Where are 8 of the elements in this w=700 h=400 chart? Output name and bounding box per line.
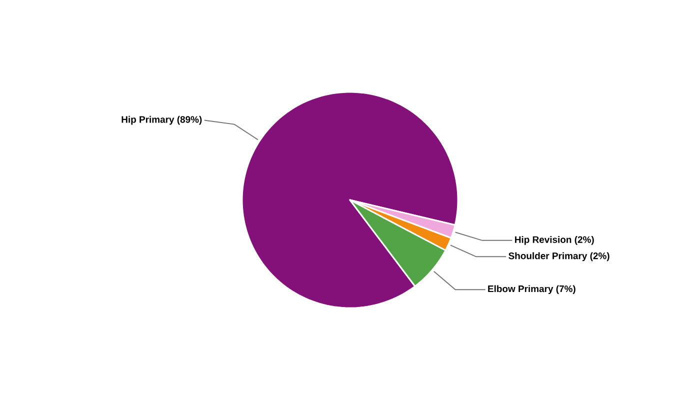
- data-label: (2%): [590, 252, 610, 262]
- data-label: (89%): [177, 116, 202, 125]
- slice-label: Hip Primary: [122, 116, 174, 125]
- slice-label: Shoulder Primary: [508, 252, 588, 262]
- data-label: (7%): [556, 285, 576, 294]
- slice-label: Elbow Primary: [488, 285, 554, 294]
- data-label: (2%): [574, 236, 594, 245]
- slice-label: Hip Revision: [515, 236, 572, 245]
